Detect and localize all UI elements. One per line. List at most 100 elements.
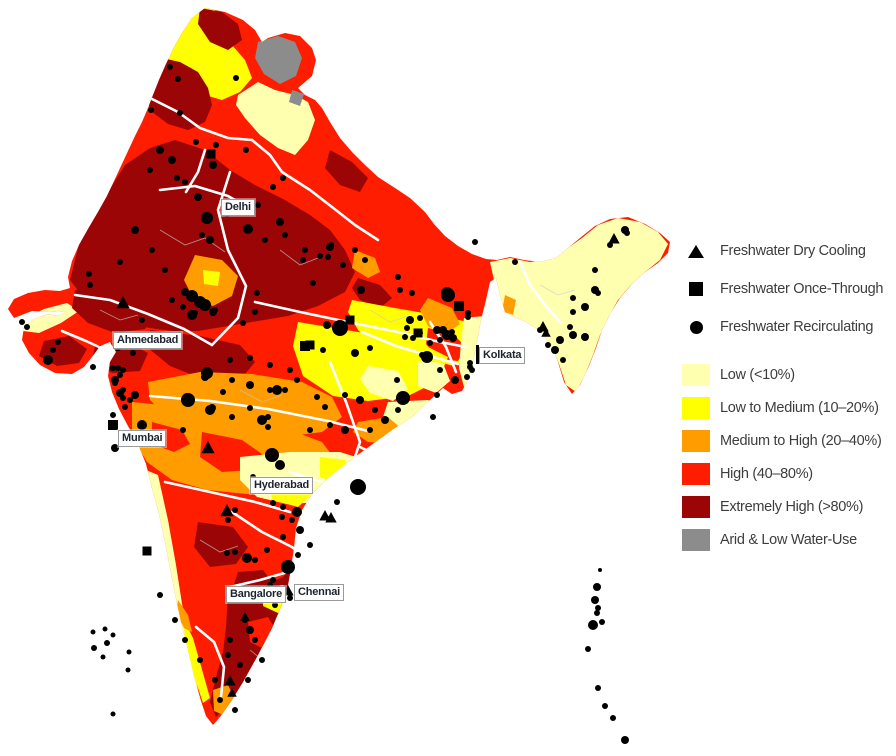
plant-marker-recirculating xyxy=(90,629,96,635)
plant-marker-recirculating xyxy=(595,685,601,691)
legend-entry-triangle: Freshwater Dry Cooling xyxy=(682,240,892,262)
plant-marker-recirculating xyxy=(545,342,551,348)
plant-marker-recirculating xyxy=(110,632,116,638)
stress-region-pale xyxy=(360,366,408,401)
plant-marker-recirculating xyxy=(275,460,285,470)
plant-marker-recirculating xyxy=(232,507,238,513)
legend-label: Freshwater Recirculating xyxy=(720,319,874,335)
plant-marker-recirculating xyxy=(307,542,313,548)
plant-marker-recirculating xyxy=(245,677,251,683)
plant-marker-recirculating xyxy=(110,412,116,418)
plant-marker-recirculating xyxy=(264,547,270,553)
plant-marker-recirculating xyxy=(314,394,320,400)
plant-marker-recirculating xyxy=(197,657,203,663)
plant-marker-recirculating xyxy=(427,340,433,346)
plant-marker-recirculating xyxy=(168,156,176,164)
plant-marker-recirculating xyxy=(120,367,126,373)
plant-marker-recirculating xyxy=(394,377,400,383)
plant-marker-recirculating xyxy=(265,414,271,420)
plant-marker-recirculating xyxy=(110,365,116,371)
plant-marker-recirculating xyxy=(276,218,284,226)
plant-marker-recirculating xyxy=(127,397,133,403)
plant-marker-recirculating xyxy=(581,333,589,341)
color-swatch xyxy=(682,529,710,551)
state-border xyxy=(280,170,334,209)
plant-marker-recirculating xyxy=(122,404,128,410)
plant-marker-recirculating xyxy=(213,142,219,148)
legend-label: Arid & Low Water-Use xyxy=(720,532,857,548)
plant-marker-recirculating xyxy=(117,372,123,378)
plant-marker-recirculating xyxy=(240,320,246,326)
plant-markers xyxy=(19,64,630,744)
legend-class-entry: Low to Medium (10–20%) xyxy=(682,397,892,419)
plant-marker-recirculating xyxy=(205,405,215,415)
city-label-chennai: Chennai xyxy=(294,584,344,601)
city-leader-line xyxy=(476,345,479,364)
plant-marker-recirculating xyxy=(90,364,96,370)
plant-marker-recirculating xyxy=(24,324,30,330)
plant-marker-recirculating xyxy=(233,75,239,81)
plant-marker-recirculating xyxy=(362,257,368,263)
plant-marker-once-through xyxy=(142,546,152,556)
legend-label: Low (<10%) xyxy=(720,367,795,383)
plant-marker-recirculating xyxy=(272,385,282,395)
plant-marker-recirculating xyxy=(55,339,61,345)
city-label-bangalore: Bangalore xyxy=(226,586,286,603)
plant-marker-recirculating xyxy=(588,620,598,630)
legend-water-stress-classes: Low (<10%) Low to Medium (10–20%) Medium t… xyxy=(682,364,892,551)
plant-marker-recirculating xyxy=(199,299,211,311)
plant-marker-recirculating xyxy=(421,353,429,361)
plant-marker-recirculating xyxy=(227,637,233,643)
plant-marker-recirculating xyxy=(117,259,123,265)
plant-marker-recirculating xyxy=(130,350,136,356)
plant-marker-recirculating xyxy=(243,147,249,153)
plant-marker-recirculating xyxy=(569,331,577,339)
plant-marker-recirculating xyxy=(148,107,154,113)
plant-marker-recirculating xyxy=(242,553,252,563)
plant-marker-recirculating xyxy=(247,355,253,361)
plant-marker-recirculating xyxy=(19,319,25,325)
plant-marker-recirculating xyxy=(120,395,126,401)
plant-marker-recirculating xyxy=(209,161,217,169)
plant-marker-recirculating xyxy=(201,212,213,224)
plant-marker-recirculating xyxy=(229,377,235,383)
plant-marker-dry-cooling xyxy=(201,441,215,454)
plant-marker-recirculating xyxy=(111,444,119,452)
plant-marker-recirculating xyxy=(102,626,108,632)
plant-marker-recirculating xyxy=(265,424,271,430)
legend-plant-markers: Freshwater Dry Cooling Freshwater Once-Th… xyxy=(682,240,892,338)
plant-marker-recirculating xyxy=(131,391,139,399)
stress-region-org xyxy=(420,298,460,334)
plant-marker-recirculating xyxy=(320,347,326,353)
plant-marker-recirculating xyxy=(86,271,92,277)
stress-region-dred xyxy=(198,8,242,50)
plant-marker-recirculating xyxy=(149,247,155,253)
plant-marker-recirculating xyxy=(174,175,180,181)
plant-marker-recirculating xyxy=(282,387,288,393)
plant-marker-recirculating xyxy=(296,526,304,534)
state-border xyxy=(518,260,562,324)
plant-marker-recirculating xyxy=(192,310,198,316)
plant-marker-recirculating xyxy=(282,232,288,238)
plant-marker-recirculating xyxy=(243,224,253,234)
plant-marker-recirculating xyxy=(449,334,457,342)
plant-marker-once-through xyxy=(345,315,355,325)
plant-marker-recirculating xyxy=(112,380,118,386)
plant-marker-recirculating xyxy=(137,420,147,430)
district-boundary xyxy=(99,309,139,321)
plant-marker-recirculating xyxy=(595,290,601,296)
stress-region-yel xyxy=(293,322,448,401)
plant-marker-recirculating xyxy=(267,362,273,368)
plant-marker-once-through xyxy=(454,301,464,311)
plant-marker-once-through xyxy=(305,340,315,350)
plant-marker-recirculating xyxy=(126,649,132,655)
plant-marker-recirculating xyxy=(50,347,56,353)
stress-region-pale xyxy=(383,400,453,442)
stress-region-org xyxy=(352,250,380,278)
color-swatch xyxy=(682,496,710,518)
plant-marker-recirculating xyxy=(246,381,254,389)
plant-marker-recirculating xyxy=(270,184,276,190)
legend-label: Freshwater Dry Cooling xyxy=(720,243,866,259)
plant-marker-recirculating xyxy=(302,247,308,253)
plant-marker-recirculating xyxy=(267,387,273,393)
